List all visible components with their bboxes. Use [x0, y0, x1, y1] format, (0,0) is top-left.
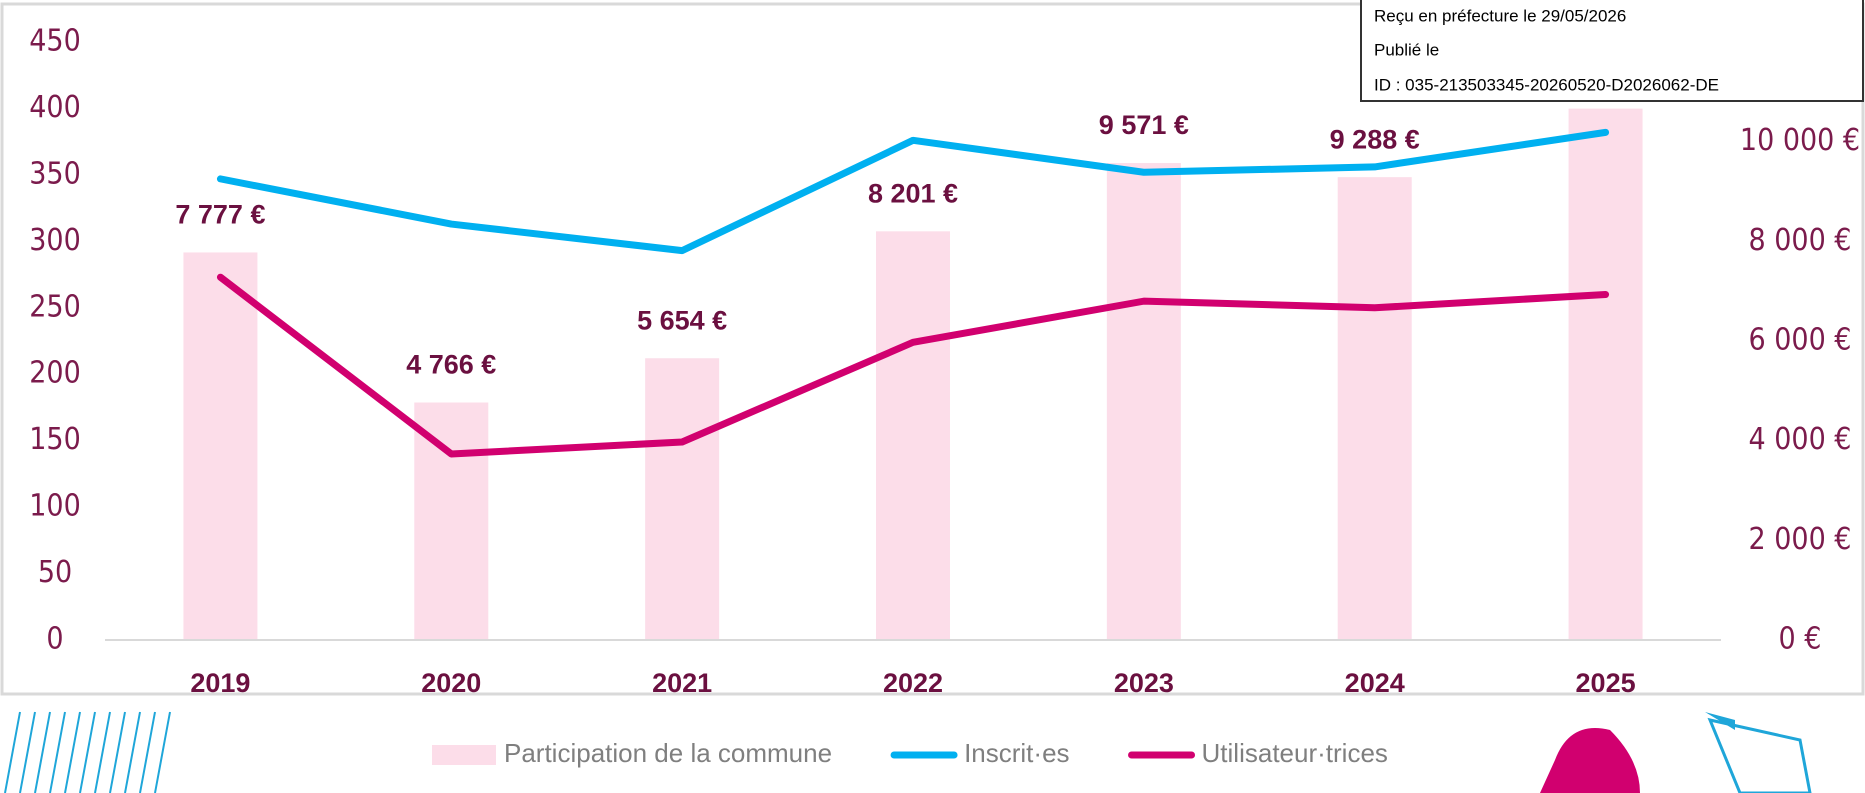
x-tick-label: 2024 — [1345, 668, 1405, 698]
stamp-line: Reçu en préfecture le 29/05/2026 — [1374, 6, 1626, 25]
x-tick-label: 2023 — [1114, 668, 1174, 698]
value-label: 7 777 € — [175, 200, 265, 230]
x-tick-label: 2019 — [190, 668, 250, 698]
legend-label: Utilisateur·trices — [1202, 738, 1388, 768]
y2-tick-label: 0 € — [1779, 622, 1822, 657]
y-tick-label: 350 — [29, 156, 81, 191]
x-tick-label: 2025 — [1576, 668, 1636, 698]
bar — [1568, 108, 1643, 640]
legend-swatch — [432, 745, 496, 765]
y-tick-label: 400 — [29, 90, 81, 125]
y2-tick-label: 8 000 € — [1749, 223, 1852, 258]
legend-label: Inscrit·es — [964, 738, 1069, 768]
line — [216, 128, 1610, 255]
bar — [876, 231, 950, 640]
bar — [183, 252, 258, 640]
decoration — [4, 711, 171, 793]
stamp-line: Publié le — [1374, 40, 1439, 59]
value-label: 9 288 € — [1330, 124, 1420, 154]
y-tick-label: 250 — [29, 289, 81, 324]
y2-tick-label: 2 000 € — [1749, 522, 1852, 557]
y-tick-label: 300 — [29, 223, 81, 258]
value-label: 9 571 € — [1099, 110, 1189, 140]
chart-frame — [0, 2, 1865, 696]
bar — [645, 358, 720, 640]
x-tick-label: 2020 — [421, 668, 481, 698]
y-tick-label: 50 — [38, 555, 72, 590]
y2-tick-label: 6 000 € — [1749, 323, 1852, 358]
value-label: 4 766 € — [406, 350, 496, 380]
x-tick-label: 2022 — [883, 668, 943, 698]
stamp-line: ID : 035-213503345-20260520-D2026062-DE — [1374, 75, 1719, 94]
bar — [1106, 163, 1181, 640]
decoration-figure — [1540, 712, 1812, 793]
bar — [414, 402, 489, 640]
y-tick-label: 0 — [46, 622, 63, 657]
y2-tick-label: 4 000 € — [1749, 422, 1852, 457]
bar — [1337, 177, 1412, 640]
stamp-box — [1360, 0, 1864, 102]
line — [216, 273, 1610, 458]
y-tick-label: 200 — [29, 356, 81, 391]
y-tick-label: 100 — [29, 489, 81, 524]
legend-label: Participation de la commune — [504, 738, 832, 768]
value-label: 8 201 € — [868, 178, 958, 208]
y-tick-label: 150 — [29, 422, 81, 457]
value-label: 5 654 € — [637, 305, 727, 335]
y-tick-label: 450 — [29, 24, 81, 59]
stamp: Reçu en préfecture le 29/05/2026 Publié … — [1360, 0, 1864, 102]
y2-tick-label: 10 000 € — [1740, 123, 1860, 158]
x-tick-label: 2021 — [652, 668, 712, 698]
